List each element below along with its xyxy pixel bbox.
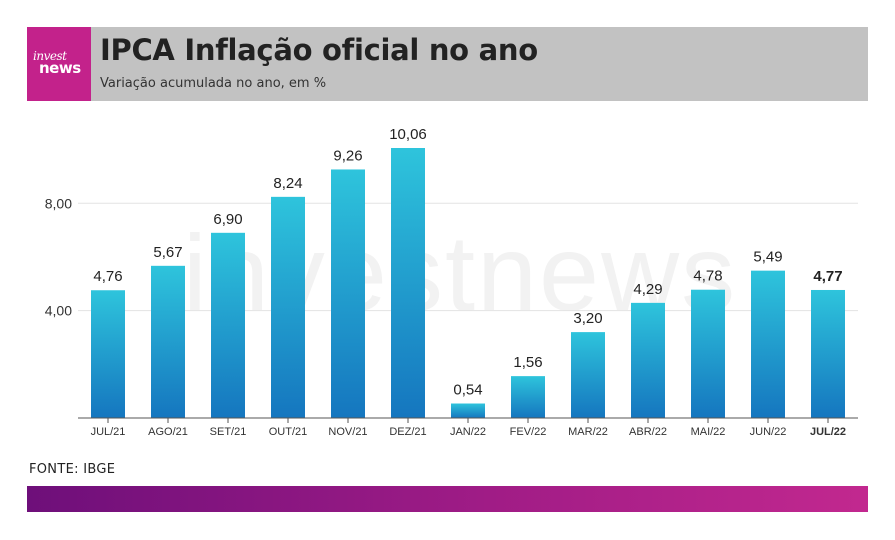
bar xyxy=(571,332,605,418)
value-label: 4,76 xyxy=(93,268,122,285)
value-label: 6,90 xyxy=(213,211,242,228)
x-tick-label: AGO/21 xyxy=(148,426,188,438)
value-label: 4,77 xyxy=(813,268,842,285)
value-label: 4,78 xyxy=(693,268,722,285)
bar xyxy=(331,169,365,418)
bar xyxy=(451,403,485,418)
bar xyxy=(151,265,185,418)
x-axis: JUL/21 AGO/21 SET/21 OUT/21 NOV/21 DEZ/21 JAN/… xyxy=(78,417,858,438)
value-label: 9,26 xyxy=(333,147,362,164)
logo-text-invest: invest xyxy=(33,49,67,63)
value-label: 5,67 xyxy=(153,244,182,261)
bar xyxy=(631,302,665,418)
value-label: 4,29 xyxy=(633,281,662,298)
bar xyxy=(91,290,125,418)
value-label: 10,06 xyxy=(389,126,427,143)
bar xyxy=(751,270,785,418)
y-tick-label: 8,00 xyxy=(45,195,72,211)
bars xyxy=(91,148,845,418)
chart-title: IPCA Inflação oficial no ano xyxy=(100,33,538,67)
bar xyxy=(211,232,245,418)
bar xyxy=(811,289,845,418)
logo-text-news: news xyxy=(39,59,81,77)
x-tick-label: JUN/22 xyxy=(750,426,787,438)
value-label: 5,49 xyxy=(753,249,782,266)
x-tick-label: JAN/22 xyxy=(450,426,486,438)
x-tick-label: OUT/21 xyxy=(269,426,308,438)
footer-bar xyxy=(27,486,868,512)
bar xyxy=(691,289,725,418)
y-axis: 4,00 8,00 xyxy=(45,195,72,318)
investnews-logo: invest news xyxy=(27,27,91,101)
x-tick-label: MAI/22 xyxy=(691,426,726,438)
value-label: 1,56 xyxy=(513,354,542,371)
x-tick-label: SET/21 xyxy=(210,426,247,438)
value-label: 0,54 xyxy=(453,382,482,399)
chart-header: invest news IPCA Inflação oficial no ano… xyxy=(27,27,868,101)
bar xyxy=(271,196,305,418)
x-tick-label: NOV/21 xyxy=(328,426,367,438)
x-tick-label: FEV/22 xyxy=(510,426,547,438)
x-tick-label: JUL/22 xyxy=(810,426,846,438)
value-labels: 4,76 5,67 6,90 8,24 9,26 10,06 0,54 1,56 3,20 4,2… xyxy=(93,126,842,399)
value-label: 3,20 xyxy=(573,310,602,327)
x-tick-label: DEZ/21 xyxy=(389,426,426,438)
bar xyxy=(511,376,545,418)
gridlines xyxy=(78,202,858,312)
x-tick-label: MAR/22 xyxy=(568,426,608,438)
x-tick-label: ABR/22 xyxy=(629,426,667,438)
chart-subtitle: Variação acumulada no ano, em % xyxy=(100,76,327,91)
value-label: 8,24 xyxy=(273,175,302,192)
y-tick-label: 4,00 xyxy=(45,303,72,319)
bar xyxy=(391,148,425,418)
source-note: FONTE: IBGE xyxy=(29,462,116,477)
x-tick-label: JUL/21 xyxy=(91,426,126,438)
